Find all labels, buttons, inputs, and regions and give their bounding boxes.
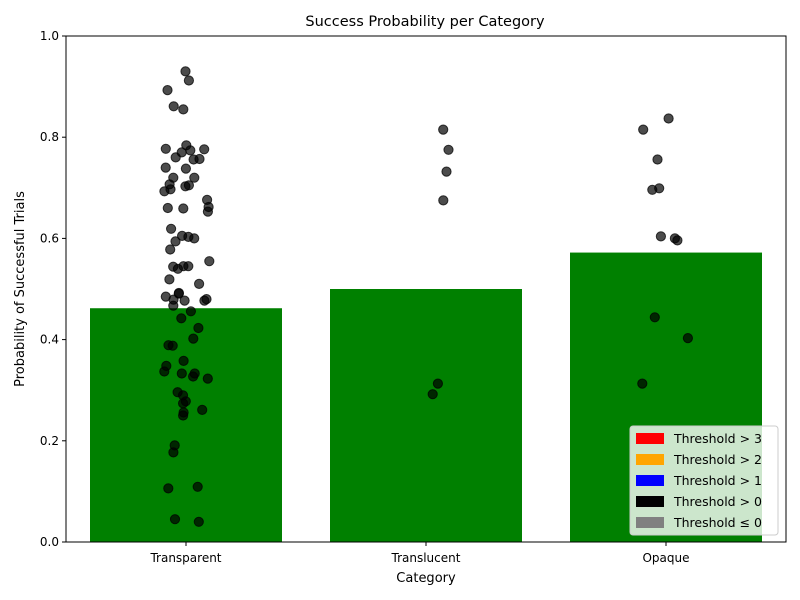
scatter-points [159,66,694,527]
legend-swatch [636,496,664,507]
legend-label: Threshold > 2 [673,452,762,467]
data-point [176,313,187,324]
data-point [178,203,189,214]
x-axis: Transparent Translucent Opaque [149,542,690,565]
data-point [193,516,204,527]
data-point [663,113,674,124]
legend-label: Threshold > 3 [673,431,762,446]
data-point [202,373,213,384]
data-point [160,143,171,154]
data-point [432,378,443,389]
data-point [438,195,449,206]
data-point [168,447,179,458]
data-point [172,263,183,274]
data-point [178,398,189,409]
data-point [189,172,200,183]
legend-swatch [636,517,664,528]
legend-label: Threshold > 1 [673,473,762,488]
data-point [655,231,667,242]
y-tick-label: 0.4 [40,333,59,347]
data-point [178,104,189,115]
data-point [159,366,170,377]
data-point [188,154,199,165]
y-tick-label: 1.0 [40,29,59,43]
data-point [438,124,449,135]
data-point [170,152,181,163]
data-point [443,144,454,155]
data-point [441,166,452,177]
data-point [162,85,173,96]
data-point [649,312,660,323]
data-point [169,514,181,525]
data-point [170,236,181,247]
legend: Threshold > 3 Threshold > 2 Threshold > 1 T… [629,425,779,536]
data-point [647,184,658,195]
data-point [199,144,210,155]
data-point [163,483,174,494]
data-point [682,333,694,344]
data-point [197,404,208,415]
x-axis-label: Category [396,571,456,586]
data-point [180,66,191,77]
legend-label: Threshold > 0 [673,494,762,509]
data-point [638,124,649,135]
data-point [199,295,210,306]
data-point [193,322,204,334]
legend-swatch [636,433,664,444]
y-tick-label: 0.0 [40,535,59,549]
chart-title: Success Probability per Category [305,14,545,30]
x-tick-label: Transparent [149,551,221,565]
data-point [637,378,648,389]
data-point [165,244,176,255]
legend-frame [629,425,779,536]
data-point [164,274,175,285]
data-point [160,162,171,173]
data-point [168,300,179,311]
data-point [189,233,200,244]
data-point [168,101,179,112]
data-point [194,278,205,289]
data-point [185,145,196,156]
data-point [188,333,199,344]
x-tick-label: Translucent [391,551,461,565]
data-point [178,355,189,366]
data-point [185,306,196,317]
data-point [166,223,177,234]
bar-translucent [330,289,522,542]
legend-swatch [636,454,664,465]
legend-label: Threshold ≤ 0 [673,515,762,530]
data-point [192,481,203,492]
data-point [202,206,213,217]
data-point [183,75,194,86]
data-point [159,186,170,197]
y-axis-label: Probability of Successful Trials [13,191,28,387]
x-tick-label: Opaque [642,551,689,565]
data-point [652,154,663,165]
data-point [178,410,189,421]
y-tick-label: 0.2 [40,434,59,448]
data-point [427,389,438,400]
data-point [672,235,683,246]
data-point [204,256,215,267]
data-point [183,261,194,272]
y-axis: 0.0 0.2 0.4 0.6 0.8 1.0 [40,29,66,549]
data-point [167,340,178,351]
legend-swatch [636,475,664,486]
y-tick-label: 0.6 [40,231,59,245]
data-point [162,202,173,214]
y-tick-label: 0.8 [40,130,59,144]
data-point [188,371,199,382]
data-point [180,181,191,192]
data-point [179,295,190,306]
data-point [180,163,191,174]
bar-transparent [90,308,282,542]
data-point [176,368,187,379]
